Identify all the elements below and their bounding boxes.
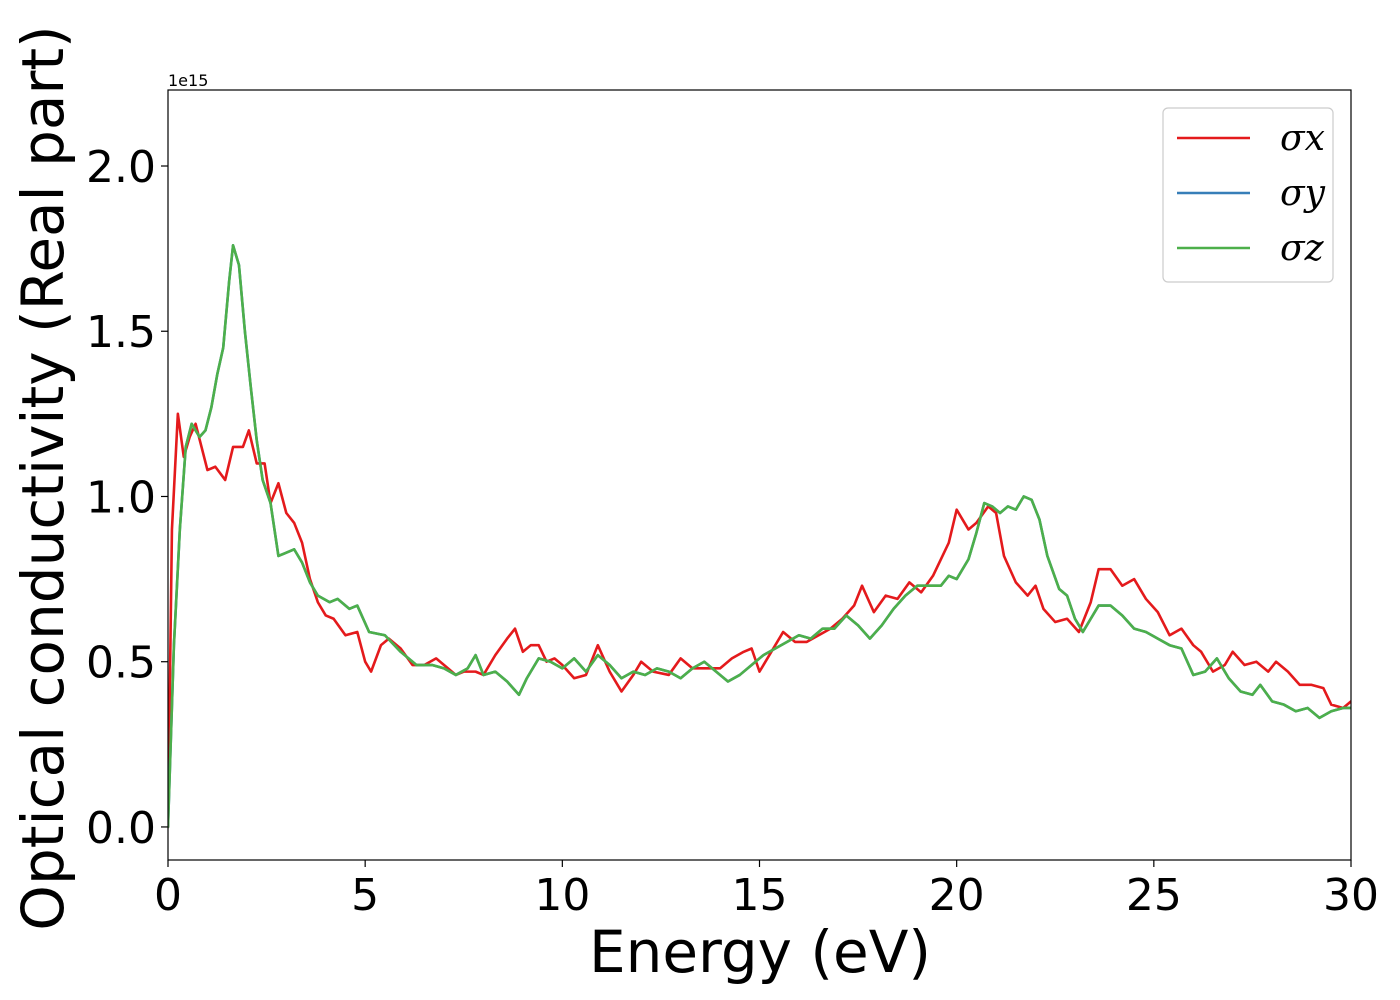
plot-area (167, 89, 1352, 861)
y-axis-label: Optical conductivity (Real part) (9, 25, 77, 930)
legend: σx σy σz (1162, 107, 1334, 283)
x-tick-label: 25 (1126, 870, 1182, 921)
x-axis: 0 5 10 15 20 25 30 (154, 860, 1379, 921)
y-tick-label: 1.5 (86, 307, 156, 358)
series-layer (168, 244, 1351, 829)
x-axis-label: Energy (eV) (589, 918, 931, 986)
y-tick-label: 0.5 (86, 638, 156, 689)
series-line-sigma-z (168, 244, 1351, 829)
legend-label-sigma-x: σx (1280, 118, 1325, 159)
x-tick-label: 0 (154, 870, 182, 921)
x-tick-label: 30 (1323, 870, 1379, 921)
y-tick-label: 0.0 (86, 803, 156, 854)
x-tick-label: 5 (351, 870, 379, 921)
y-tick-label: 2.0 (86, 142, 156, 193)
legend-label-sigma-y: σy (1280, 173, 1326, 214)
x-tick-label: 15 (732, 870, 788, 921)
legend-label-sigma-z: σz (1280, 228, 1325, 269)
x-tick-label: 10 (534, 870, 590, 921)
y-tick-label: 1.0 (86, 472, 156, 523)
x-tick-label: 20 (929, 870, 985, 921)
y-offset-text: 1e15 (168, 71, 208, 90)
legend-box (1162, 107, 1334, 283)
y-axis: 0.0 0.5 1.0 1.5 2.0 (86, 142, 168, 854)
